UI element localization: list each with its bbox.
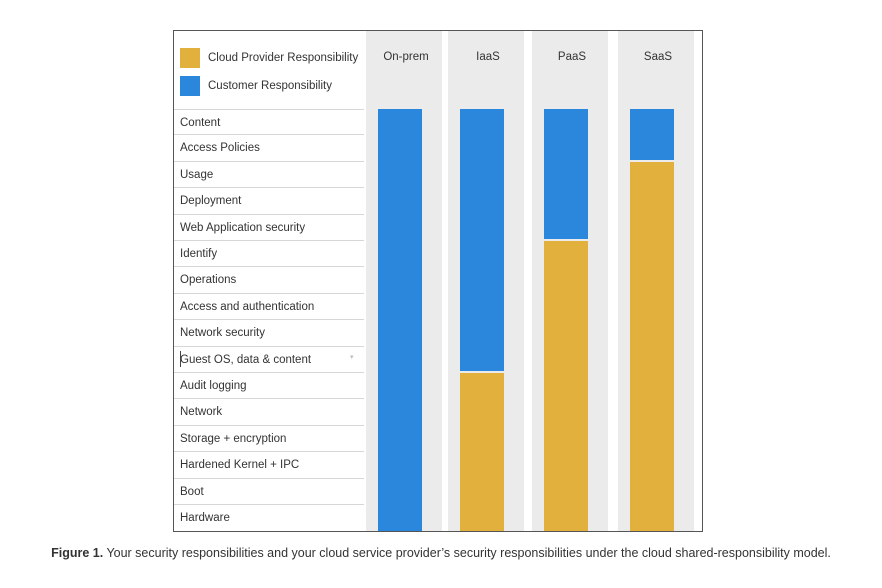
bar-customer-on-prem [378,109,422,532]
row-label: Audit logging [174,373,364,400]
row-label-text: Guest OS, data & content [180,353,312,366]
row-label: Content [174,109,364,136]
column-header-iaas: IaaS [476,51,500,63]
row-label-text: Network security [180,327,265,340]
row-label: Hardened Kernel + IPC [174,452,364,479]
row-label-text: Network [180,406,223,419]
row-label: Operations [174,267,364,294]
bar-provider-iaas [460,373,504,532]
row-label-text: Usage [180,168,214,181]
row-label-text: Access and authentication [180,300,315,313]
legend-label-provider: Cloud Provider Responsibility [208,52,359,64]
legend-item-provider: Cloud Provider Responsibility [180,45,358,71]
row-label-text: Hardened Kernel + IPC [180,459,300,472]
responsibility-diagram: Cloud Provider Responsibility Customer R… [173,30,703,532]
legend-swatch-customer [180,76,200,96]
row-label: Boot [174,479,364,505]
row-label: Access Policies [174,135,364,162]
figure-caption: Figure 1. Your security responsibilities… [0,544,882,562]
row-label: Web Application security [174,215,364,241]
legend-item-customer: Customer Responsibility [180,73,358,99]
text-cursor [180,350,181,367]
row-label-text: Content [180,117,221,129]
caption-label: Figure 1. [51,546,104,560]
chevron-down-icon[interactable]: ▾ [350,353,354,361]
legend-label-customer: Customer Responsibility [208,80,332,92]
row-label: Usage [174,162,364,189]
row-label-text: Hardware [180,512,230,524]
column-header-paas: PaaS [557,51,587,63]
row-label-text: Identify [180,248,218,260]
legend: Cloud Provider Responsibility Customer R… [180,45,358,101]
row-label-text: Deployment [180,195,242,208]
caption-text: Your security responsibilities and your … [103,546,831,560]
row-label: Network security [174,320,364,347]
row-label-text: Storage + encryption [180,432,287,445]
row-label: Storage + encryption [174,426,364,453]
column-header-on-prem: On-prem [383,51,429,63]
row-label: Hardware [174,505,364,531]
row-label: Guest OS, data & content ▾ [174,347,364,373]
row-label-text: Web Application security [180,221,306,234]
column-header-saas: SaaS [643,51,673,63]
row-label: Access and authentication [174,294,364,321]
bar-provider-saas [630,161,674,532]
legend-swatch-provider [180,48,200,68]
row-label-text: Operations [180,274,237,287]
bar-customer-saas [630,109,674,160]
bar-provider-paas [544,241,588,532]
row-label-text: Access Policies [180,142,260,155]
bar-customer-paas [544,109,588,239]
row-label: Network [174,399,364,426]
bar-customer-iaas [460,109,504,371]
row-label: Identify [174,241,364,268]
row-label-text: Boot [180,485,204,498]
row-label: Deployment [174,188,364,215]
row-label-text: Audit logging [180,380,247,392]
